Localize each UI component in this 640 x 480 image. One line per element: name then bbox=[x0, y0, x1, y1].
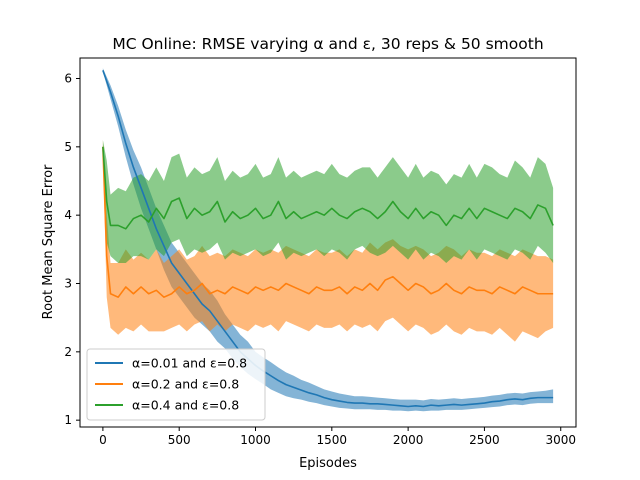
series-3-line bbox=[102, 146, 554, 230]
x-tick-label: 3000 bbox=[545, 433, 576, 447]
series-1-line bbox=[102, 70, 554, 408]
ticks-layer: 0 500 1000 1500 2000 2500 3000 1 2 3 4 5 6 bbox=[64, 72, 576, 448]
legend-label-1: α=0.01 and ε=0.8 bbox=[132, 356, 247, 371]
y-tick-label: 6 bbox=[64, 72, 72, 86]
legend-label-3: α=0.4 and ε=0.8 bbox=[132, 398, 239, 413]
chart-title: MC Online: RMSE varying α and ε, 30 reps… bbox=[112, 35, 543, 53]
x-tick-label: 0 bbox=[99, 433, 107, 447]
x-tick-label: 1500 bbox=[317, 433, 348, 447]
x-tick-label: 2500 bbox=[469, 433, 500, 447]
y-tick-label: 1 bbox=[64, 413, 72, 427]
y-tick-label: 5 bbox=[64, 140, 72, 154]
legend-label-2: α=0.2 and ε=0.8 bbox=[132, 377, 239, 392]
legend: α=0.01 and ε=0.8 α=0.2 and ε=0.8 α=0.4 and… bbox=[86, 348, 266, 421]
y-tick-label: 3 bbox=[64, 277, 72, 291]
x-tick-label: 2000 bbox=[393, 433, 424, 447]
line-group bbox=[102, 70, 554, 408]
y-axis-label: Root Mean Square Error bbox=[41, 164, 56, 319]
x-tick-label: 500 bbox=[168, 433, 191, 447]
series-2-line bbox=[102, 146, 554, 298]
y-tick-label: 2 bbox=[64, 345, 72, 359]
y-tick-label: 4 bbox=[64, 208, 72, 222]
x-axis-label: Episodes bbox=[299, 456, 357, 471]
x-tick-label: 1000 bbox=[240, 433, 271, 447]
series-3-band bbox=[102, 140, 554, 263]
legend-box bbox=[86, 348, 266, 421]
plot-layer bbox=[102, 68, 554, 412]
axes-frame bbox=[79, 57, 577, 428]
